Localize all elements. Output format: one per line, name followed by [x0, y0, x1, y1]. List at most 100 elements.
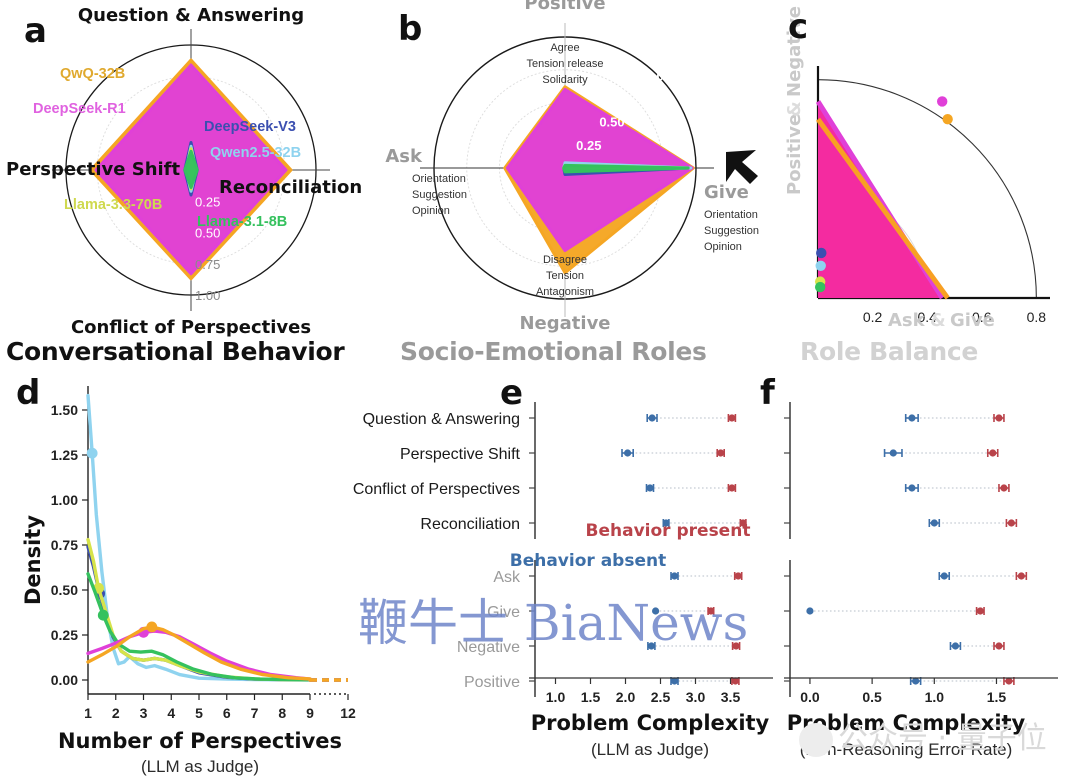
d-x-tick: 2	[112, 705, 120, 721]
e-x-label: Problem Complexity	[531, 711, 770, 735]
point-behavior-absent	[646, 484, 654, 492]
d-x-tick: 3	[140, 705, 148, 721]
c-x-tick: 0.6	[972, 309, 992, 325]
point-behavior-present	[734, 572, 742, 580]
point-behavior-absent	[912, 677, 920, 685]
d-peak-marker-qwq-32b	[146, 621, 158, 633]
c-point-llama-3.1-8b	[814, 281, 826, 293]
panel-c-letter: c	[788, 7, 808, 47]
polar-arc-outer	[817, 79, 1037, 299]
dumbbell-x-tick: 1.0	[925, 689, 945, 705]
point-behavior-present	[731, 677, 740, 685]
point-behavior-absent	[670, 572, 679, 580]
d-x-tick: 5	[195, 705, 203, 721]
d-y-label-text: Density	[21, 515, 45, 605]
point-behavior-present	[995, 642, 1003, 650]
panel-b-title: Socio-Emotional Roles	[400, 337, 707, 366]
c-x-tick: 0.4	[917, 309, 937, 325]
d-x-tick: 6	[223, 705, 231, 721]
model-label-qwq-32b: QwQ-32B	[60, 66, 125, 82]
point-behavior-present	[1017, 572, 1025, 580]
point-behavior-present	[739, 519, 747, 527]
point-behavior-present	[707, 607, 715, 615]
point-behavior-present	[995, 414, 1003, 422]
point-behavior-absent	[648, 414, 656, 422]
row-label-ask: Ask	[493, 569, 521, 586]
model-label-llama-3.3-70b: Llama-3.3-70B	[64, 197, 162, 213]
radar-label-positive: Positive	[524, 0, 605, 14]
radar-label-ask: Ask	[385, 146, 423, 167]
d-y-tick: 0.75	[51, 537, 78, 553]
c-x-label: Ask & Give	[888, 310, 995, 331]
radar-sublabel-ask: Opinion	[412, 205, 450, 217]
f-x-label-sub: (Non-Reasoning Error Rate)	[800, 740, 1013, 759]
c-y-label: Positive& Negative	[784, 6, 805, 195]
row-label-negative: Negative	[457, 639, 520, 656]
panel-a-title: Conversational Behavior	[6, 337, 345, 366]
point-behavior-absent	[662, 519, 670, 527]
d-x-tick: 12	[340, 705, 356, 721]
radar-r-tick: 1.00	[646, 68, 671, 83]
c-line-qwq-32b	[815, 117, 950, 300]
d-x-label-sub: (LLM as Judge)	[141, 757, 259, 776]
panel-a-letter: a	[24, 11, 47, 51]
radar-sublabel-give: Opinion	[704, 241, 742, 253]
e-x-label-sub: (LLM as Judge)	[591, 740, 709, 759]
point-behavior-absent	[908, 484, 916, 492]
point-behavior-present	[717, 449, 725, 457]
panel-d-letter: d	[16, 373, 40, 413]
point-behavior-present	[1005, 677, 1013, 685]
point-behavior-present	[1007, 519, 1015, 527]
watermarks: 鞭牛士 BiaNews 公众号 · 量子位	[358, 594, 1047, 757]
row-label-conflict-of-perspectives: Conflict of Perspectives	[353, 481, 520, 498]
dumbbell-x-tick: 0.0	[800, 689, 820, 705]
point-behavior-absent	[652, 607, 660, 615]
point-behavior-present	[732, 642, 740, 650]
c-y-label-amp: &	[784, 101, 805, 117]
d-x-tick: 9	[306, 705, 314, 721]
d-x-tick: 7	[251, 705, 259, 721]
panel-f-letter: f	[760, 373, 776, 413]
d-y-tick: 0.00	[51, 672, 78, 688]
model-label-llama-3.1-8b: Llama-3.1-8B	[197, 214, 287, 230]
c-point-qwen2.5-32b	[815, 260, 826, 271]
radar-sublabel-ask: Orientation	[412, 173, 466, 185]
radar-label-negative: Negative	[519, 313, 610, 334]
point-behavior-absent	[940, 572, 948, 580]
watermark-avatar-icon	[799, 723, 833, 757]
panel-b: 0.25 0.50 0.75 1.00 Positive Agree Tension rel…	[385, 0, 759, 366]
point-behavior-absent	[908, 414, 916, 422]
point-behavior-absent	[806, 607, 814, 615]
radar-label-reconciliation: Reconciliation	[219, 177, 362, 198]
dumbbell-x-tick: 1.5	[987, 689, 1007, 705]
dumbbell-x-tick: 0.5	[862, 689, 882, 705]
d-peak-marker-qwen2.5-32b	[86, 447, 98, 459]
point-behavior-absent	[647, 642, 656, 650]
point-behavior-absent	[930, 519, 938, 527]
panel-c-title: Role Balance	[800, 337, 978, 366]
radar-label-give: Give	[704, 182, 749, 203]
point-behavior-absent	[951, 642, 960, 650]
dumbbell-x-tick: 3.0	[686, 689, 706, 705]
radar-sublabel-negative: Tension	[546, 270, 584, 282]
radar-r-tick: 0.75	[622, 92, 647, 107]
d-x-label: Number of Perspectives	[58, 729, 342, 753]
c-point-deepseek-r1	[936, 96, 948, 107]
point-behavior-present	[728, 484, 736, 492]
radar-r-tick: 0.25	[195, 194, 220, 209]
radar-sublabel-ask: Suggestion	[412, 189, 467, 201]
c-x-tick: 0.2	[863, 309, 883, 325]
d-y-tick: 0.50	[51, 582, 78, 598]
dumbbell-x-tick: 1.5	[581, 689, 601, 705]
radar-r-tick: 0.25	[576, 138, 601, 153]
c-y-label-positive: Positive	[784, 114, 805, 195]
model-label-deepseek-r1: DeepSeek-R1	[33, 101, 126, 117]
row-label-reconciliation: Reconciliation	[420, 516, 520, 533]
radar-r-tick: 0.75	[195, 257, 220, 272]
d-x-tick: 4	[167, 705, 175, 721]
watermark-qbitai: 公众号 · 量子位	[838, 721, 1047, 756]
d-curve-qwq-32b	[86, 625, 312, 682]
cursor-arrow	[726, 150, 758, 184]
